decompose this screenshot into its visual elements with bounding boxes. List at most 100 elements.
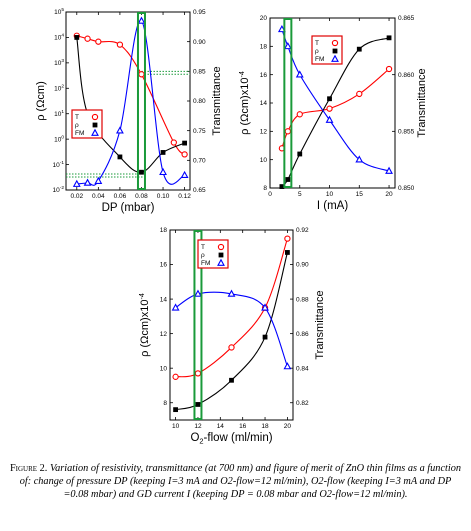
data-point-T [181,151,188,158]
series-line-T [281,68,390,149]
y-axis-label: ρ (Ωcm)x10-4 [238,71,251,135]
data-point-FM [171,303,180,311]
y2-axis-label: Transmittance [314,290,326,359]
y-tick-label: 102 [54,83,64,92]
y2-tick-label: 0.86 [296,331,309,338]
x-tick-label: 0.12 [178,193,191,200]
caption-text: Variation of resistivity, transmittance … [19,463,462,500]
x-tick-label: 0.10 [157,193,170,200]
y2-tick-label: 0.90 [296,262,309,269]
data-point-FM [227,289,236,297]
highlight-box [283,18,293,188]
data-point-ρ [195,402,201,407]
data-point-FM [72,179,81,187]
highlight-box [193,230,203,420]
data-point-ρ [356,46,362,52]
data-point-FM [137,16,146,24]
y2-tick-label: 0.85 [193,69,206,76]
series-line-ρ [175,252,288,411]
legend-label: FM [75,130,84,137]
y-tick-label: 12 [260,129,268,136]
x-tick-label: 0 [268,191,272,198]
data-point-ρ [182,140,188,146]
x-tick-label: 0.06 [114,193,127,200]
y2-tick-label: 0.65 [193,187,206,194]
data-point-ρ [160,150,166,155]
chart-2: 0 5 10 15 20 8 10 12 14 16 18 20 0.850 0.855 0.860 0.86… [238,15,428,212]
legend-label: T [201,244,205,251]
data-point-FM [115,126,124,134]
data-point-T [194,370,202,377]
data-point-FM [159,167,167,176]
data-point-ρ [285,177,291,182]
data-point-FM [283,362,292,370]
data-point-T [326,105,333,112]
data-point-ρ [279,184,285,189]
y-tick-label: 16 [160,262,168,269]
x-axis-label: DP (mbar) [102,202,155,214]
x-tick-label: 5 [298,191,302,198]
data-point-T [138,71,145,78]
y2-tick-label: 0.95 [193,9,206,16]
legend-label: FM [201,260,210,267]
data-point-FM [180,170,189,179]
chart-3: 10 12 14 16 18 20 8 10 12 14 16 18 0.82 0.84 0.86 0.88 0… [138,227,326,445]
x-tick-label: 20 [385,191,393,198]
x-tick-label: 0.04 [92,193,105,200]
x-tick-label: 0.08 [135,193,148,200]
y-axis-label: ρ (Ωcm)x10-4 [138,293,151,357]
data-point-ρ [139,169,144,175]
series-line-FM [76,20,185,186]
y2-tick-label: 0.92 [296,227,309,234]
data-point-ρ [327,96,332,102]
y-axis-label: ρ (Ωcm) [35,81,47,121]
data-point-FM [94,176,103,184]
y2-axis-label: Transmittance [416,68,428,137]
chart-1: 0.02 0.04 0.06 0.08 0.10 0.12 10-2 10-1 100 101 10… [35,7,223,214]
y2-tick-label: 0.860 [398,72,415,79]
series-line-FM [175,291,288,367]
x-axis-label: O2-flow (ml/min) [190,432,272,446]
data-point-T [284,235,291,242]
y2-tick-label: 0.855 [398,129,415,136]
y-tick-label: 10-1 [53,160,65,169]
x-tick-label: 15 [356,191,364,198]
data-point-T [228,344,235,351]
y2-tick-label: 0.88 [296,296,309,303]
data-point-FM [355,155,364,163]
legend-label: T [75,114,79,121]
data-point-T [356,90,363,98]
data-point-T [296,111,303,118]
y2-tick-label: 0.850 [398,185,415,192]
y-tick-label: 14 [160,296,168,303]
y-tick-label: 8 [263,185,267,192]
data-point-T [170,139,177,146]
data-point-FM [283,41,292,50]
y-tick-label: 16 [260,72,268,79]
legend-label: ρ [75,122,79,129]
y2-tick-label: 0.82 [296,400,309,407]
data-point-FM [325,115,334,123]
y-tick-label: 105 [54,7,64,16]
legend-marker [331,39,339,47]
x-tick-label: 0.02 [70,193,83,200]
legend-marker [331,54,339,62]
data-point-T [172,373,179,380]
y-tick-label: 12 [160,331,168,338]
legend-marker [91,113,99,121]
x-tick-label: 16 [239,423,247,430]
y-tick-label: 18 [260,44,268,51]
figure-caption: Figure 2. Variation of resistivity, tran… [8,462,463,501]
data-point-T [95,38,102,45]
x-tick-label: 10 [172,423,180,430]
data-point-FM [261,303,269,311]
legend-marker [217,258,225,266]
y-tick-label: 18 [160,227,168,234]
legend-label: ρ [201,252,205,259]
data-point-FM [194,289,202,297]
y-tick-label: 10-2 [53,185,65,194]
y2-tick-label: 0.865 [398,15,415,22]
data-point-ρ [285,250,290,255]
